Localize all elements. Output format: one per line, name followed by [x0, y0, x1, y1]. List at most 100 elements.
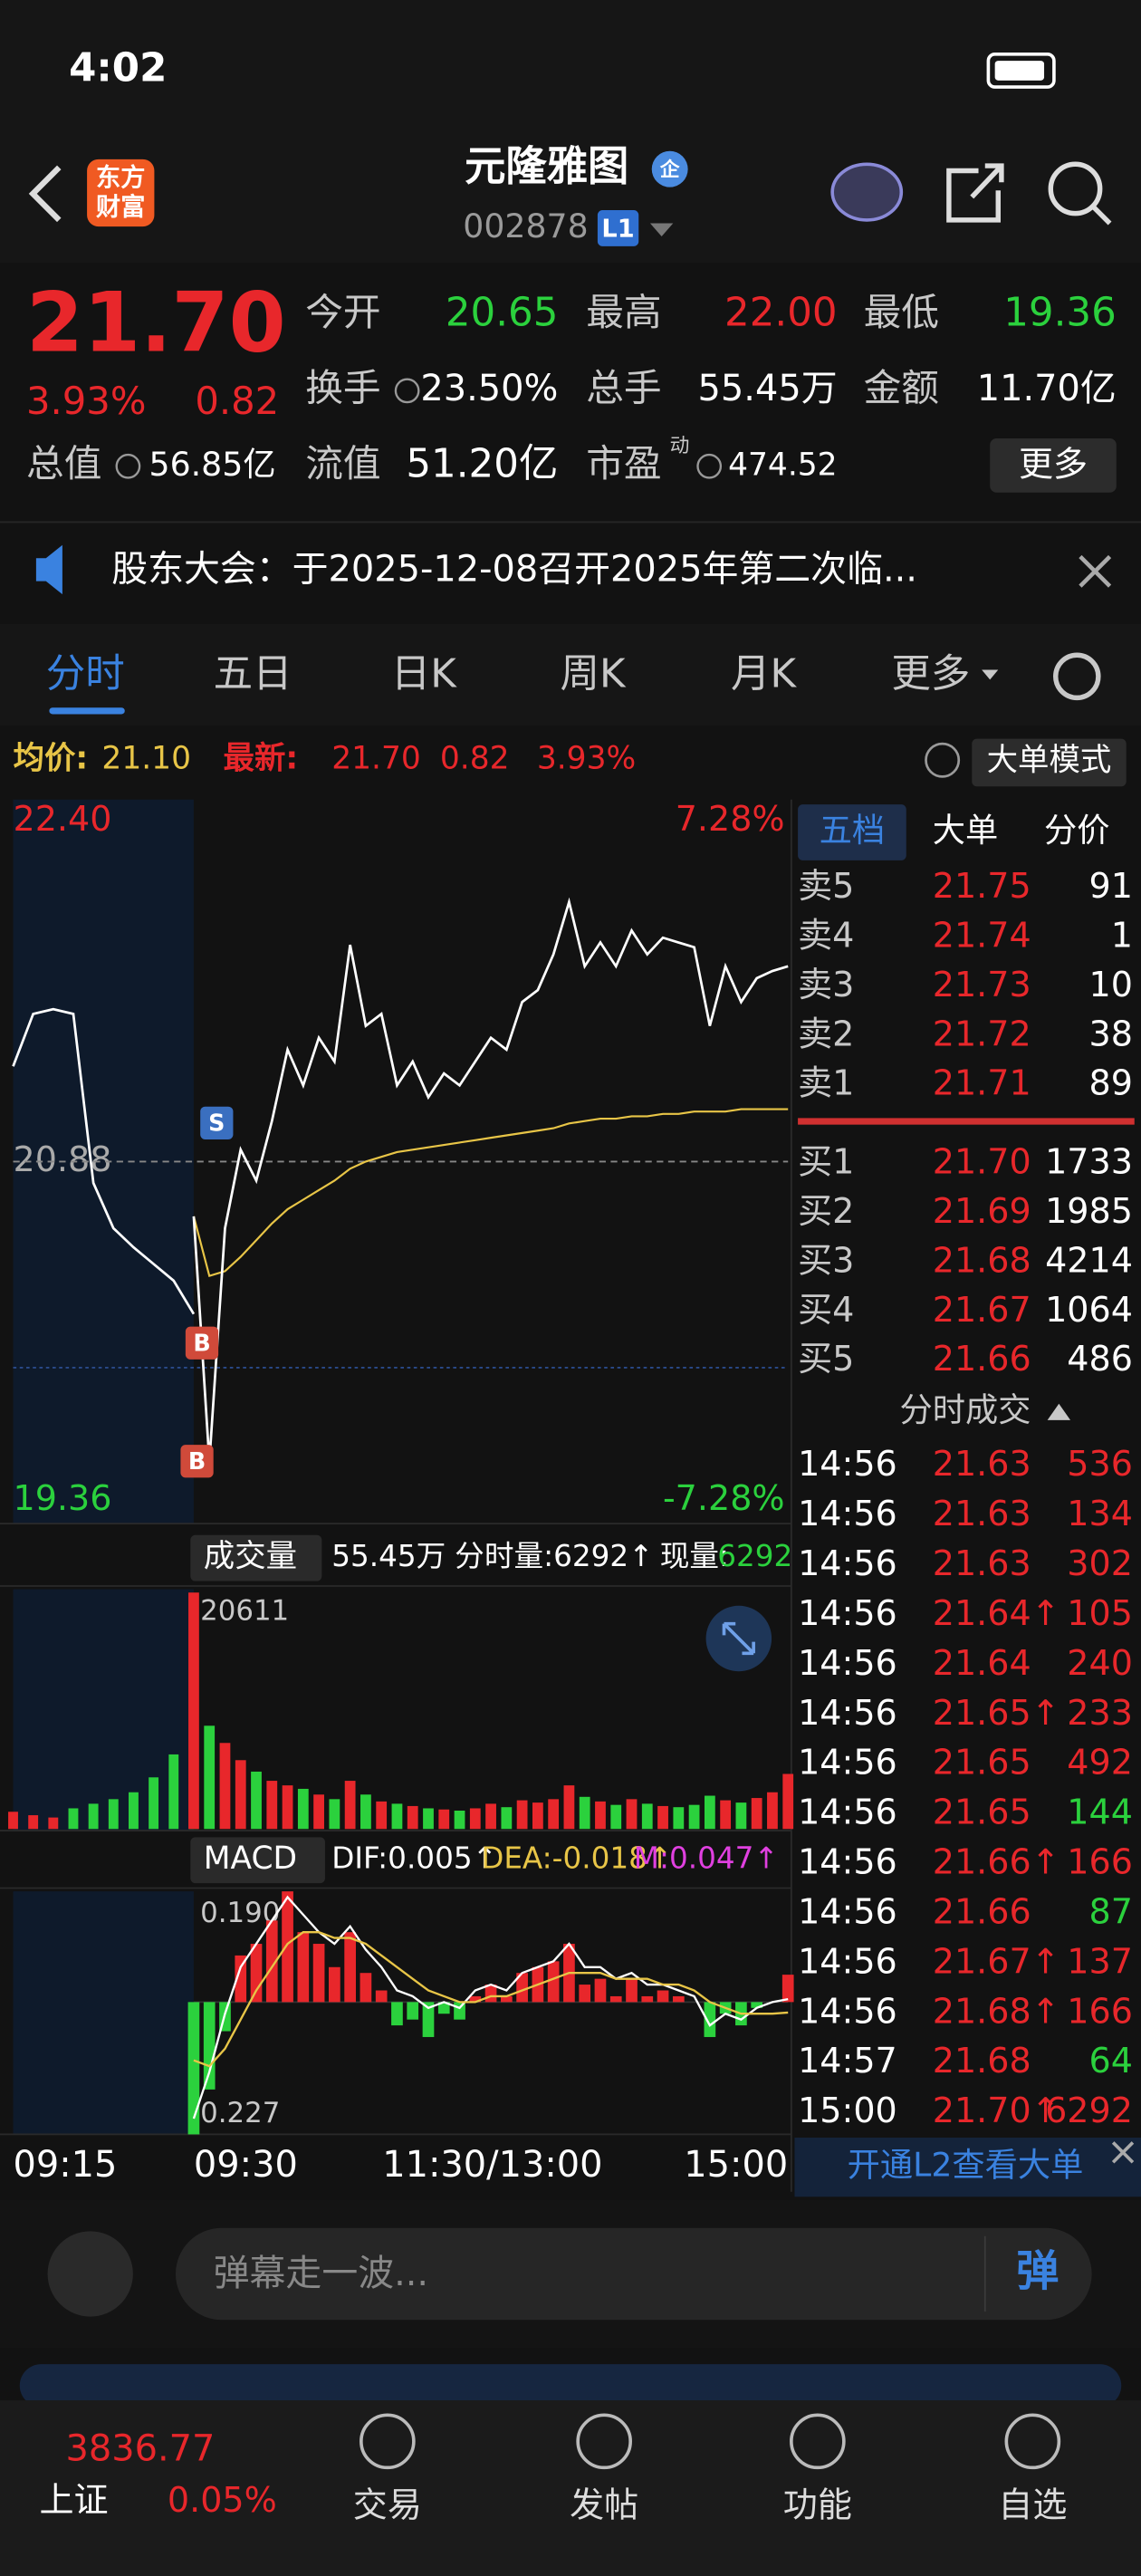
mode-button	[972, 738, 1127, 787]
book-tab[interactable]: 大单	[933, 811, 999, 850]
x-tick-label: 15:00	[684, 2144, 788, 2186]
trade-time: 15:00	[798, 2091, 897, 2130]
mode-button-text[interactable]: 大单模式	[987, 743, 1112, 779]
code-dropdown	[649, 223, 674, 237]
field-value: 56.85亿	[149, 445, 276, 484]
x-tick-label: 11:30/13:00	[382, 2144, 602, 2186]
volume-bar	[516, 1800, 528, 1830]
trade-price: 21.64	[933, 1643, 1031, 1683]
nav-item[interactable]: 自选	[998, 2485, 1067, 2524]
volume-bar	[391, 1803, 403, 1830]
volume-bar	[407, 1805, 418, 1830]
tab[interactable]: 五日	[214, 651, 292, 697]
status-time: 4:02	[69, 45, 167, 91]
auction-shade	[13, 1891, 194, 2135]
nav-item[interactable]: 发帖	[570, 2485, 638, 2524]
book-volume: 1064	[1045, 1290, 1133, 1330]
volume-bar	[28, 1815, 39, 1830]
book-volume: 91	[1089, 866, 1133, 906]
field-label: 最低	[864, 290, 939, 334]
danmaku-button[interactable]: 弹	[1016, 2246, 1059, 2296]
volume-bar	[88, 1803, 99, 1830]
trade-volume: 64	[1089, 2041, 1133, 2081]
macd-label[interactable]: MACD	[204, 1841, 297, 1877]
book-tab[interactable]: 五档	[820, 811, 886, 850]
field-value: 22.00	[724, 291, 838, 336]
field-value: 474.52	[728, 447, 838, 483]
level-box	[597, 210, 639, 246]
macd-bar	[265, 1920, 278, 2003]
dea-label: DEA:-0.018↑	[481, 1841, 672, 1876]
trade-price: 21.67↑	[933, 1941, 1060, 1981]
robot-icon[interactable]	[830, 162, 904, 222]
trade-time: 14:56	[798, 1941, 897, 1981]
volume-label[interactable]: 成交量	[204, 1539, 297, 1575]
comment-icon[interactable]	[47, 2231, 133, 2317]
volume-bar	[423, 1808, 434, 1830]
nav-item[interactable]: 功能	[783, 2485, 852, 2524]
volume-bar	[376, 1801, 388, 1830]
trade-marker	[180, 1445, 214, 1478]
level: L1	[601, 215, 634, 243]
macd-bar	[547, 1961, 560, 2003]
book-volume: 486	[1067, 1339, 1133, 1379]
field-label: 流值	[305, 441, 380, 485]
trade-marker-text: B	[188, 1447, 206, 1475]
book-price: 21.67	[933, 1290, 1031, 1330]
search-icon[interactable]	[1048, 161, 1103, 216]
volume-current-label: 现量:	[660, 1539, 729, 1573]
volume-bar	[704, 1795, 715, 1830]
book-level: 卖3	[798, 965, 854, 1004]
nav-item[interactable]: 交易	[353, 2485, 422, 2524]
macd-bar	[516, 1973, 528, 2003]
volume-current: 6292	[717, 1539, 792, 1573]
back-icon[interactable]	[28, 165, 62, 223]
logo-text: 东方	[96, 163, 145, 192]
field-value: 51.20亿	[406, 441, 558, 486]
index-change[interactable]: 0.05%	[168, 2480, 277, 2520]
trade-price: 21.65	[933, 1743, 1031, 1783]
trade-price: 21.63	[933, 1494, 1031, 1533]
l2-link[interactable]: 开通L2查看大单	[848, 2146, 1084, 2185]
tab[interactable]: 月K	[731, 651, 798, 697]
trade-time: 14:56	[798, 1842, 897, 1882]
dea-line	[193, 1930, 789, 2068]
macd-bar	[594, 1978, 607, 2003]
volume-bar	[297, 1788, 309, 1830]
macd-bar	[250, 1944, 263, 2003]
tab[interactable]: 日K	[391, 651, 458, 697]
notice-text[interactable]: 股东大会：于2025-12-08召开2025年第二次临...	[111, 548, 917, 590]
volume-bar	[204, 1725, 216, 1830]
book-level: 买3	[798, 1240, 854, 1280]
index-value[interactable]: 3836.77	[66, 2428, 216, 2470]
y-tick-label: 20611	[200, 1594, 289, 1627]
book-price: 21.71	[933, 1063, 1031, 1103]
macd-bar	[344, 1932, 356, 2003]
macd-bar	[704, 2002, 716, 2037]
volume-bar	[767, 1792, 778, 1830]
nav-icon	[1004, 2413, 1061, 2470]
share-icon[interactable]	[946, 163, 1004, 223]
more-button-text[interactable]: 更多	[1019, 444, 1088, 484]
volume-bar	[188, 1592, 199, 1830]
book-volume: 4214	[1045, 1240, 1133, 1280]
tab[interactable]: 周K	[560, 651, 627, 697]
logo-text: 财富	[96, 193, 145, 222]
last-value: 21.70	[331, 741, 421, 777]
trade-volume: 87	[1089, 1891, 1133, 1931]
tab[interactable]: 分时	[46, 651, 125, 697]
comment-placeholder[interactable]: 弹幕走一波...	[214, 2253, 428, 2294]
book-price: 21.70	[933, 1142, 1031, 1182]
volume-bar	[548, 1799, 560, 1830]
tab[interactable]: 更多	[891, 651, 970, 697]
trade-volume: 144	[1067, 1793, 1133, 1832]
book-tab[interactable]: 分价	[1044, 811, 1110, 850]
volume-bar	[108, 1799, 119, 1830]
trade-price: 21.70↑	[933, 2091, 1060, 2130]
book-level: 卖1	[798, 1063, 854, 1103]
trade-price: 21.65↑	[933, 1693, 1060, 1733]
settings-icon[interactable]	[1053, 652, 1101, 701]
index-name[interactable]: 上证	[40, 2480, 109, 2520]
volume-total: 55.45万	[331, 1539, 446, 1573]
volume-bar	[282, 1785, 293, 1830]
